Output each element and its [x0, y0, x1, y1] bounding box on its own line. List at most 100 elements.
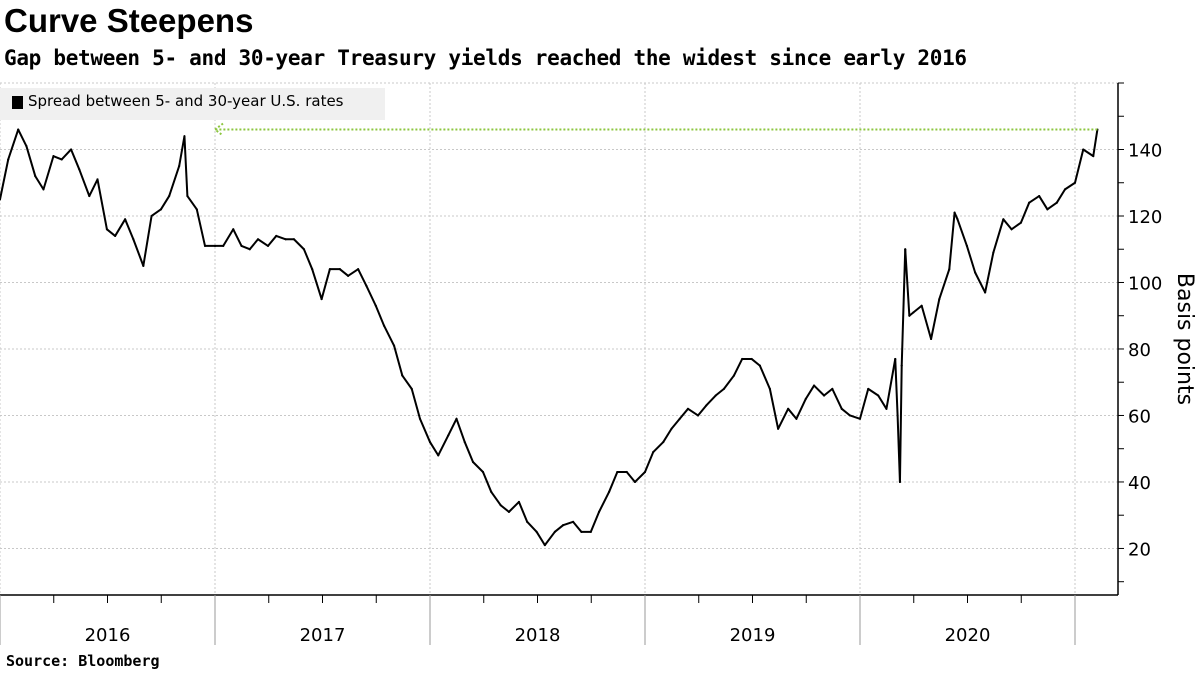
y-tick-label: 140 — [1128, 140, 1162, 161]
x-tick-label: 2019 — [730, 625, 776, 646]
series-segment — [553, 524, 565, 533]
y-tick-label: 100 — [1128, 273, 1162, 294]
x-tick-label: 2017 — [300, 625, 346, 646]
series-segment — [1010, 221, 1022, 231]
series-segment — [482, 470, 493, 493]
data-point — [186, 195, 189, 198]
series-segment — [88, 178, 99, 198]
data-point — [813, 384, 816, 387]
series-segment — [898, 364, 903, 483]
data-point — [580, 530, 583, 533]
series-segment — [912, 304, 923, 314]
data-point — [410, 387, 413, 390]
series-segment — [320, 268, 331, 301]
series-segment — [920, 304, 933, 340]
data-point — [1028, 201, 1031, 204]
series-segment — [195, 208, 207, 247]
data-point — [1038, 195, 1041, 198]
data-point — [625, 470, 628, 473]
data-point — [1055, 201, 1058, 204]
series-segment — [232, 228, 243, 247]
data-point — [88, 195, 91, 198]
y-tick-label: 20 — [1128, 539, 1151, 560]
series-segment — [124, 218, 135, 241]
data-point — [232, 228, 235, 231]
series-segment — [804, 384, 816, 400]
y-tick-label: 40 — [1128, 473, 1151, 494]
data-point — [292, 238, 295, 241]
data-point — [662, 441, 665, 444]
data-point — [267, 244, 270, 247]
data-point — [562, 524, 565, 527]
data-point — [804, 397, 807, 400]
series-segment — [904, 248, 911, 317]
data-point — [543, 544, 546, 547]
data-point — [840, 407, 843, 410]
data-point — [795, 417, 798, 420]
data-point — [787, 407, 790, 410]
data-point — [338, 268, 341, 271]
series-segment — [410, 387, 421, 420]
x-tick-label: 2016 — [85, 625, 131, 646]
data-point — [920, 304, 923, 307]
series-segment — [114, 218, 127, 237]
data-point — [953, 211, 956, 214]
data-point — [894, 357, 897, 360]
series-segment — [732, 357, 744, 377]
data-point — [150, 214, 153, 217]
chart-title: Curve Steepens — [4, 2, 254, 39]
series-segment — [132, 238, 145, 267]
data-point — [275, 234, 278, 237]
series-segment — [1064, 181, 1076, 191]
series-segment — [338, 268, 350, 277]
data-point — [437, 454, 440, 457]
data-point — [535, 530, 538, 533]
x-tick-label: 2018 — [515, 625, 561, 646]
data-point — [722, 387, 725, 390]
series-segment — [687, 407, 700, 417]
legend-swatch — [12, 96, 23, 109]
series-segment — [758, 364, 771, 390]
series-segment — [992, 218, 1005, 254]
series-segment — [678, 407, 689, 420]
data-point — [507, 510, 510, 513]
data-point — [393, 344, 396, 347]
series-segment — [697, 404, 708, 417]
series-segment — [311, 268, 323, 301]
data-point — [418, 417, 421, 420]
data-point — [1002, 218, 1005, 221]
series-segment — [105, 228, 117, 237]
data-point — [589, 530, 592, 533]
series-segment — [894, 357, 899, 417]
data-point — [984, 291, 987, 294]
series-line — [0, 128, 1099, 547]
series-segment — [183, 135, 189, 198]
series-segment — [365, 284, 377, 307]
data-point — [517, 500, 520, 503]
data-point — [42, 188, 45, 191]
series-segment — [240, 244, 251, 251]
data-point — [877, 394, 880, 397]
data-point — [974, 271, 977, 274]
series-segment — [1019, 201, 1031, 224]
series-segment — [948, 211, 956, 271]
series-segment — [543, 530, 556, 547]
data-point — [195, 208, 198, 211]
series-segment — [374, 304, 386, 327]
arrowhead-icon — [213, 122, 224, 137]
data-point — [96, 178, 99, 181]
series-segment — [447, 417, 458, 437]
series-segment — [257, 238, 270, 247]
data-point — [142, 264, 145, 267]
series-segment — [383, 324, 396, 347]
series-segment — [625, 470, 636, 483]
data-point — [768, 387, 771, 390]
series-segment — [589, 510, 601, 533]
x-tick-label: 2020 — [945, 625, 991, 646]
series-segment — [652, 441, 665, 454]
data-point — [311, 268, 314, 271]
y-axis-label: Basis points — [1172, 273, 1197, 405]
data-point — [284, 238, 287, 241]
y-tick-label: 120 — [1128, 207, 1162, 228]
